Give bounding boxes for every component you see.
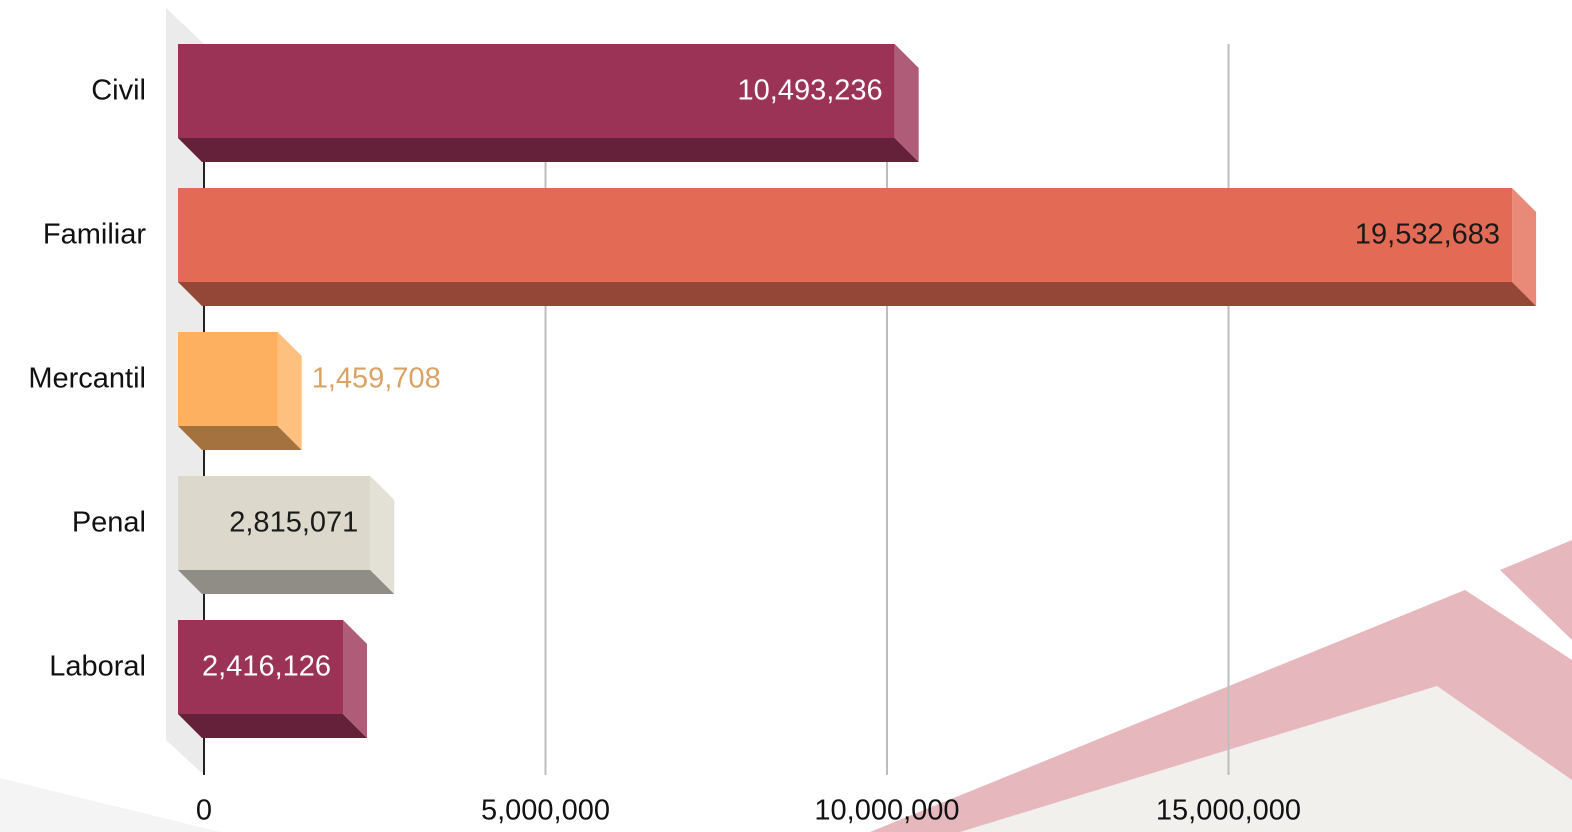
value-label: 10,493,236 [738,75,883,107]
bar [178,620,344,714]
bar-side [370,476,395,594]
bar-bottom [178,426,302,450]
x-tick-label: 10,000,000 [814,795,959,827]
category-label: Laboral [49,651,146,683]
bar-side [343,620,368,738]
bar-bottom [178,282,1537,306]
bar [178,476,371,570]
value-label: 19,532,683 [1355,219,1500,251]
bar [178,188,1513,282]
x-tick-label: 5,000,000 [481,795,610,827]
grid: 0 5,000,000 10,000,000 15,000,000 [196,44,1301,827]
category-label: Mercantil [28,363,146,395]
bar-bottom [178,570,395,594]
bar-bottom [178,714,368,738]
bar-bottom [178,138,919,162]
value-label: 2,416,126 [202,651,331,683]
category-label: Penal [72,507,146,539]
bars: Civil 10,493,236 Familiar 19,532,683 Mercant… [28,44,1537,738]
category-label: Civil [91,75,146,107]
background-shape [1500,540,1572,640]
x-tick-label: 0 [196,795,212,827]
value-label: 2,815,071 [229,507,358,539]
category-label: Familiar [43,219,146,251]
background-shape [960,686,1572,832]
x-tick-label: 15,000,000 [1156,795,1301,827]
value-label: 1,459,708 [312,363,441,395]
bar-side [894,44,919,162]
bar [178,44,895,138]
bar-side [1512,188,1537,306]
bar [178,332,278,426]
bar-side [277,332,302,450]
background-shape [0,778,220,832]
